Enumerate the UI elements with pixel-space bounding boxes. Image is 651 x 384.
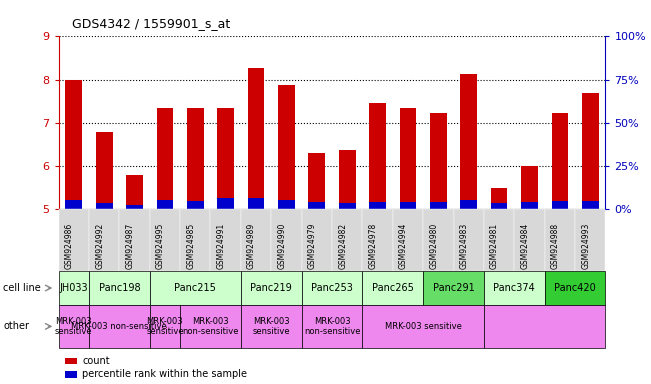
Text: GSM924984: GSM924984	[521, 223, 529, 269]
Text: MRK-003
sensitive: MRK-003 sensitive	[146, 317, 184, 336]
Bar	[217, 199, 234, 209]
Text: JH033: JH033	[59, 283, 88, 293]
Text: count: count	[82, 356, 109, 366]
Bar	[400, 108, 417, 209]
Bar	[247, 199, 264, 209]
Text: Panc198: Panc198	[98, 283, 140, 293]
Bar	[339, 150, 355, 209]
Bar	[521, 202, 538, 209]
Bar	[491, 203, 508, 209]
Text: GSM924981: GSM924981	[490, 223, 499, 269]
Bar	[278, 200, 295, 209]
Bar	[126, 175, 143, 209]
Bar	[278, 85, 295, 209]
Bar	[551, 201, 568, 209]
Text: Panc374: Panc374	[493, 283, 535, 293]
Text: Panc291: Panc291	[433, 283, 475, 293]
Text: Panc265: Panc265	[372, 283, 413, 293]
Bar	[491, 188, 508, 209]
Text: GSM924986: GSM924986	[65, 223, 74, 269]
Text: Panc253: Panc253	[311, 283, 353, 293]
Text: MRK-003
non-sensitive: MRK-003 non-sensitive	[304, 317, 360, 336]
Bar	[187, 201, 204, 209]
Text: GSM924989: GSM924989	[247, 223, 256, 269]
Text: GSM924983: GSM924983	[460, 223, 469, 269]
Bar	[369, 202, 386, 209]
Text: GSM924990: GSM924990	[277, 222, 286, 269]
Text: MRK-003
sensitive: MRK-003 sensitive	[253, 317, 290, 336]
Bar	[96, 203, 113, 209]
Bar	[126, 205, 143, 209]
Bar	[369, 103, 386, 209]
Text: GSM924980: GSM924980	[430, 223, 438, 269]
Bar	[96, 132, 113, 209]
Text: MRK-003 sensitive: MRK-003 sensitive	[385, 322, 462, 331]
Text: MRK-003 non-sensitive: MRK-003 non-sensitive	[72, 322, 167, 331]
Bar	[430, 113, 447, 209]
Bar	[156, 200, 173, 209]
Text: Panc215: Panc215	[174, 283, 216, 293]
Text: Panc219: Panc219	[251, 283, 292, 293]
Text: GSM924987: GSM924987	[126, 223, 135, 269]
Bar	[460, 200, 477, 209]
Bar	[309, 153, 326, 209]
Bar	[460, 74, 477, 209]
Bar	[400, 202, 417, 209]
Text: GSM924993: GSM924993	[581, 222, 590, 269]
Text: percentile rank within the sample: percentile rank within the sample	[82, 369, 247, 379]
Text: other: other	[3, 321, 29, 331]
Bar	[339, 203, 355, 209]
Text: cell line: cell line	[3, 283, 41, 293]
Bar	[187, 108, 204, 209]
Text: GSM924978: GSM924978	[368, 223, 378, 269]
Text: MRK-003
non-sensitive: MRK-003 non-sensitive	[182, 317, 239, 336]
Text: GSM924994: GSM924994	[399, 222, 408, 269]
Bar	[582, 201, 599, 209]
Text: MRK-003
sensitive: MRK-003 sensitive	[55, 317, 92, 336]
Text: GDS4342 / 1559901_s_at: GDS4342 / 1559901_s_at	[72, 17, 230, 30]
Bar	[217, 108, 234, 209]
Text: GSM924991: GSM924991	[217, 223, 226, 269]
Bar	[65, 200, 82, 209]
Text: GSM924985: GSM924985	[186, 223, 195, 269]
Bar	[582, 93, 599, 209]
Bar	[430, 202, 447, 209]
Text: GSM924992: GSM924992	[95, 223, 104, 269]
Text: GSM924995: GSM924995	[156, 222, 165, 269]
Bar	[65, 80, 82, 209]
Bar	[156, 108, 173, 209]
Text: GSM924979: GSM924979	[308, 222, 317, 269]
Text: Panc420: Panc420	[554, 283, 596, 293]
Bar	[247, 68, 264, 209]
Bar	[309, 202, 326, 209]
Bar	[521, 166, 538, 209]
Text: GSM924988: GSM924988	[551, 223, 560, 269]
Bar	[551, 113, 568, 209]
Text: GSM924982: GSM924982	[339, 223, 347, 269]
